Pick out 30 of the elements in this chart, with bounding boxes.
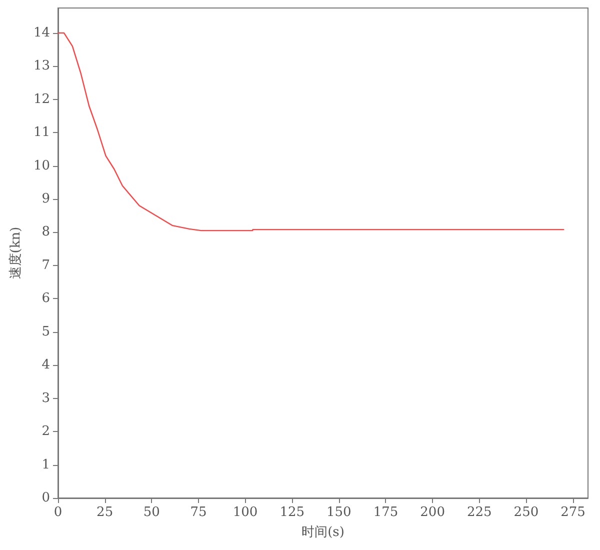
x-tick-label: 50 [143,505,160,520]
x-tick-label: 75 [190,505,207,520]
y-tick-label: 7 [42,258,50,273]
y-tick-label: 4 [42,358,50,373]
y-tick-label: 3 [42,390,50,406]
x-tick-label: 175 [373,505,398,520]
y-tick-label: 1 [42,457,50,472]
y-tick-label: 11 [33,125,50,140]
y-tick-label: 8 [42,224,50,240]
y-tick-label: 13 [33,58,50,74]
y-tick-label: 14 [33,25,50,40]
line-series [57,32,564,232]
x-tick-label: 200 [420,505,445,520]
y-tick-label: 10 [33,158,50,174]
x-tick-label: 25 [96,505,114,520]
y-tick-label: 9 [42,192,50,207]
y-tick-label: 6 [42,291,50,306]
y-tick-label: 2 [42,424,50,440]
x-tick-label: 275 [560,505,586,520]
y-tick-label: 5 [42,324,50,340]
x-tick-label: 250 [514,505,539,520]
y-tick-label: 12 [33,92,50,107]
x-tick-label: 150 [326,505,352,520]
x-tick-label: 125 [280,505,305,520]
x-tick-label: 225 [466,505,492,520]
y-axis-title: 速度(kn) [8,226,24,280]
x-axis-title: 时间(s) [302,525,344,540]
x-tick-label: 100 [232,505,258,520]
y-tick-label: 0 [42,490,50,506]
x-tick-label: 0 [54,505,62,520]
